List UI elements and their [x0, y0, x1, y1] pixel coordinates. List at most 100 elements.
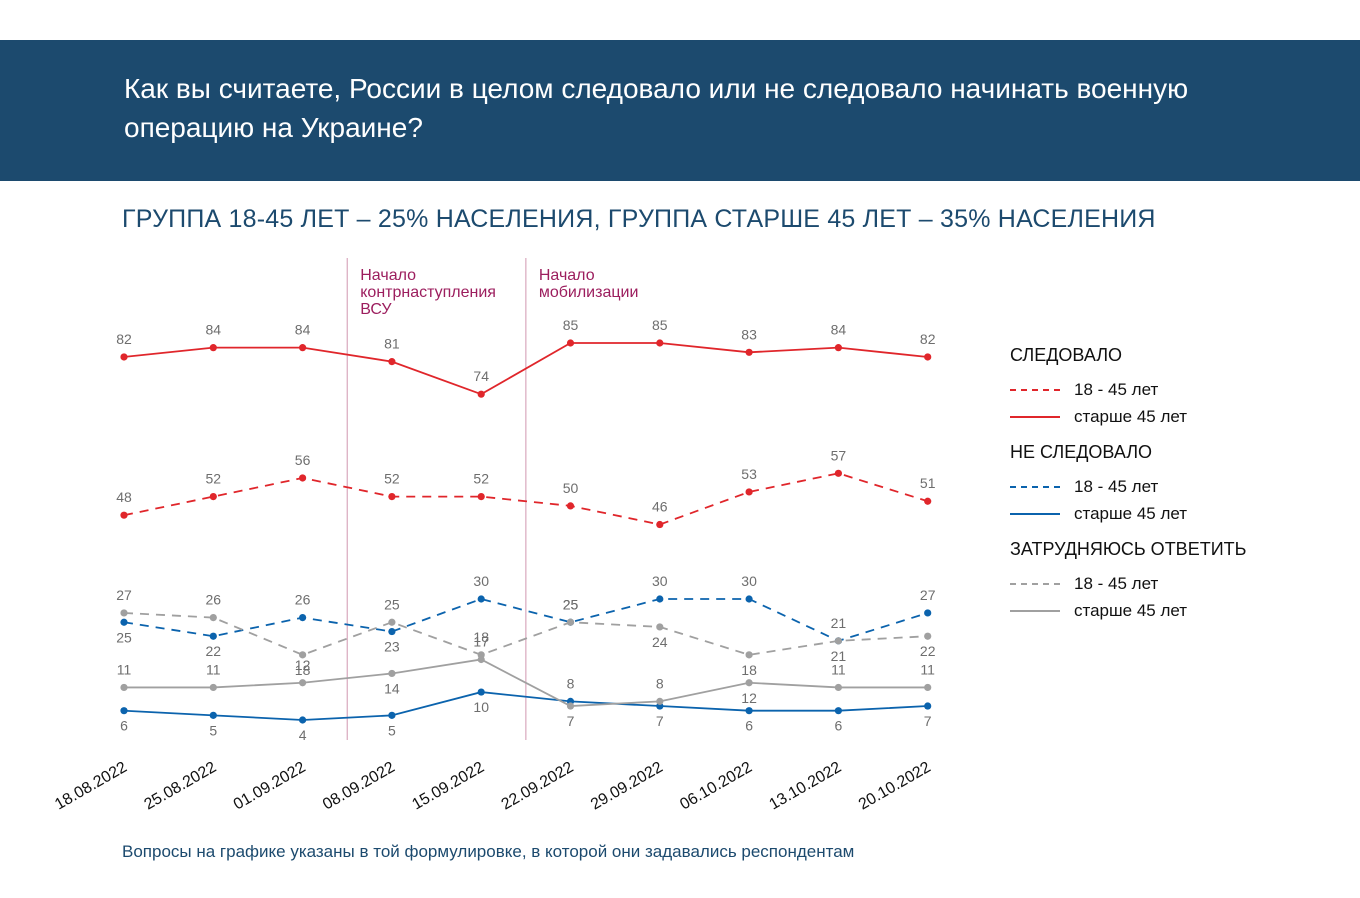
data-point: [656, 339, 664, 347]
data-point: [745, 488, 753, 496]
data-label: 52: [384, 471, 400, 487]
event-annotation-text: мобилизации: [539, 284, 639, 301]
data-point: [209, 492, 217, 501]
data-label: 26: [206, 592, 222, 608]
data-label: 82: [920, 331, 936, 347]
data-label: 51: [920, 475, 936, 491]
data-label: 18: [473, 629, 489, 645]
legend-label: 18 - 45 лет: [1074, 379, 1159, 399]
data-point: [388, 618, 396, 626]
x-tick-label: 01.09.2022: [231, 759, 309, 814]
data-label: 7: [656, 713, 664, 729]
data-point: [299, 614, 307, 622]
data-point: [745, 595, 753, 603]
legend-label: старше 45 лет: [1074, 406, 1188, 426]
data-point: [566, 339, 575, 347]
data-point: [656, 623, 664, 631]
legend-swatch-solid: [1010, 609, 1060, 612]
data-label: 85: [652, 317, 668, 333]
legend-label: 18 - 45 лет: [1074, 573, 1159, 593]
data-label: 7: [924, 713, 932, 729]
data-label: 74: [473, 368, 489, 384]
data-label: 11: [920, 661, 935, 677]
data-label: 17: [473, 633, 489, 649]
footnote: Вопросы на графике указаны в той формули…: [122, 842, 855, 861]
x-tick-label: 29.09.2022: [588, 759, 666, 814]
x-tick-label: 08.09.2022: [320, 759, 398, 814]
legend-group-title: СЛЕДОВАЛО: [1010, 345, 1123, 365]
line-chart: НачалоконтрнаступленияВСУНачаломобилизац…: [52, 258, 936, 814]
data-point: [745, 679, 753, 687]
data-point: [209, 344, 217, 352]
x-tick-label: 20.10.2022: [856, 759, 934, 814]
data-label: 30: [473, 573, 489, 589]
data-point: [388, 711, 396, 719]
data-point: [477, 492, 485, 501]
x-tick-label: 25.08.2022: [141, 759, 219, 814]
data-point: [299, 344, 307, 352]
data-label: 52: [473, 471, 489, 487]
data-point: [924, 353, 932, 361]
x-tick-label: 18.08.2022: [52, 759, 130, 814]
data-label: 26: [295, 592, 311, 608]
data-point: [745, 707, 753, 715]
data-label: 11: [206, 661, 221, 677]
data-label: 5: [209, 722, 217, 738]
data-point: [477, 688, 485, 696]
series-line: [123, 598, 928, 642]
legend-label: 18 - 45 лет: [1074, 476, 1159, 496]
data-point: [209, 711, 217, 719]
event-annotation-text: ВСУ: [360, 301, 392, 318]
data-label: 6: [745, 718, 753, 734]
legend-label: старше 45 лет: [1074, 600, 1188, 620]
data-label: 22: [920, 643, 936, 659]
event-annotation-text: контрнаступления: [360, 284, 496, 301]
data-point: [299, 474, 307, 482]
data-point: [477, 655, 485, 664]
data-label: 53: [741, 466, 757, 482]
data-point: [120, 353, 128, 361]
series-line: [123, 691, 928, 721]
data-label: 84: [206, 322, 222, 338]
legend-item: старше 45 лет: [1010, 597, 1310, 624]
series-line: [123, 342, 928, 396]
data-label: 82: [116, 331, 132, 347]
data-point: [388, 492, 396, 501]
data-point: [566, 618, 575, 626]
data-label: 50: [563, 480, 579, 496]
data-label: 18: [295, 662, 311, 678]
data-label: 14: [384, 680, 400, 696]
data-point: [745, 651, 753, 659]
data-label: 6: [835, 718, 843, 734]
data-label: 81: [384, 336, 400, 352]
legend-item: 18 - 45 лет: [1010, 376, 1310, 403]
data-label: 25: [563, 596, 579, 612]
data-point: [924, 609, 932, 617]
data-label: 21: [831, 648, 847, 664]
data-label: 27: [920, 587, 936, 603]
data-label: 83: [741, 326, 757, 342]
chart-legend: СЛЕДОВАЛО 18 - 45 лет старше 45 лет НЕ С…: [1010, 343, 1310, 624]
chart-subtitle: ГРУППА 18-45 ЛЕТ – 25% НАСЕЛЕНИЯ, ГРУППА…: [122, 205, 1156, 233]
data-label: 5: [388, 722, 396, 738]
data-label: 21: [831, 615, 847, 631]
data-point: [299, 716, 307, 724]
data-point: [924, 497, 932, 505]
event-annotation-text: Начало: [539, 267, 595, 284]
data-point: [924, 702, 932, 710]
data-point: [120, 618, 128, 626]
data-point: [834, 344, 843, 352]
data-label: 8: [656, 675, 664, 691]
data-label: 23: [384, 639, 400, 655]
series-line: [124, 658, 928, 707]
data-point: [566, 702, 575, 710]
data-label: 52: [206, 471, 222, 487]
event-annotation-text: Начало: [360, 267, 416, 284]
data-label: 11: [831, 661, 846, 677]
data-label: 8: [567, 675, 575, 691]
data-point: [834, 707, 843, 715]
legend-swatch-dashed: [1010, 582, 1060, 585]
data-label: 84: [831, 322, 847, 338]
data-point: [388, 358, 396, 366]
data-point: [745, 348, 753, 356]
